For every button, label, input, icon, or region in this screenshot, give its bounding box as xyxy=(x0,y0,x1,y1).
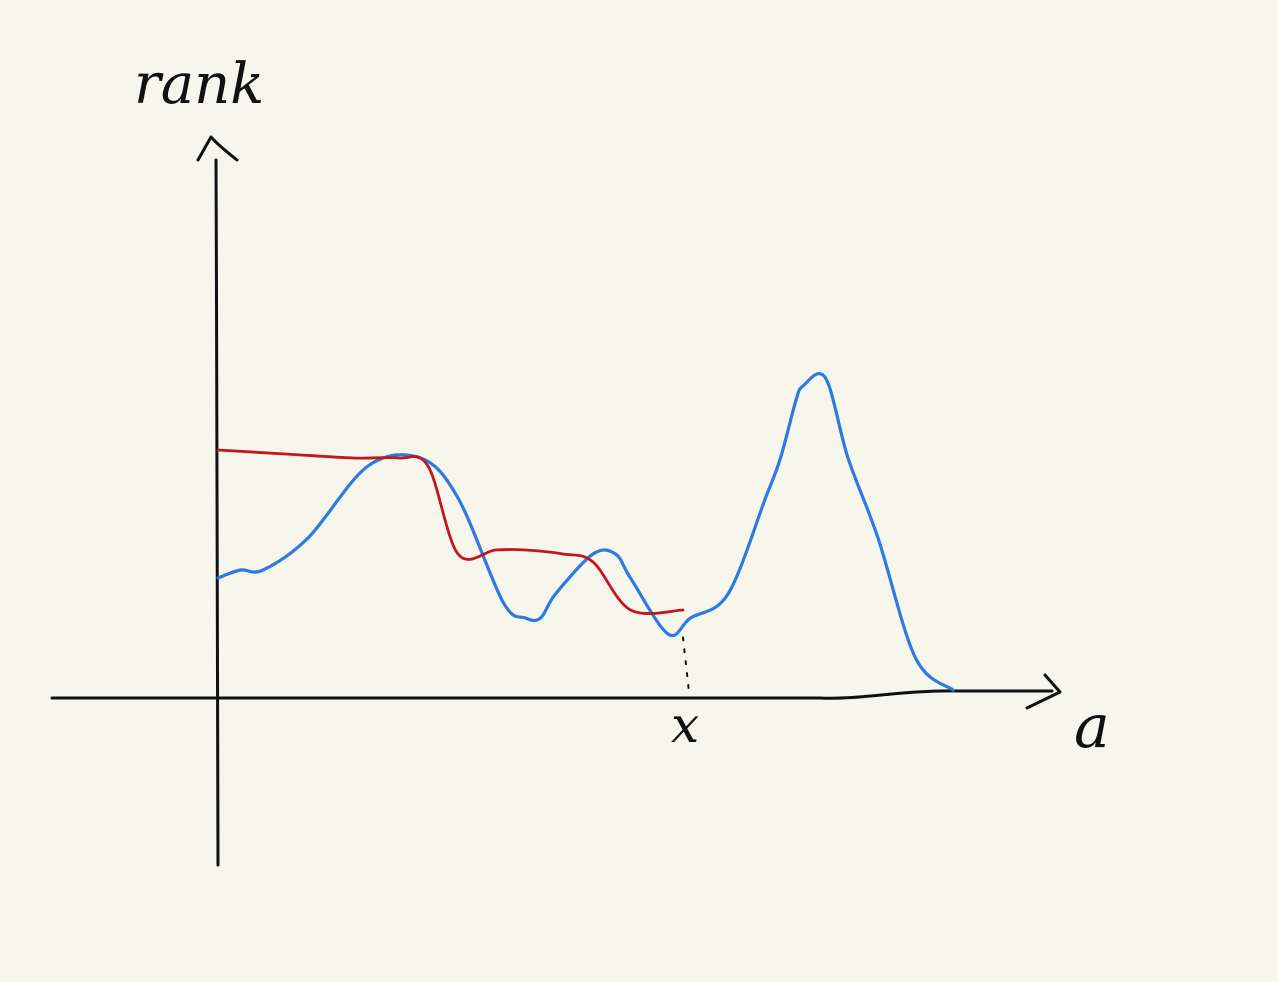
x-marker-dotted-line xyxy=(682,636,690,693)
x-marker-label: x xyxy=(671,696,699,754)
x-axis xyxy=(50,689,1054,700)
series-0 xyxy=(216,372,955,692)
y-axis xyxy=(214,158,220,867)
series-0-line xyxy=(216,372,955,692)
series-1-line xyxy=(216,448,685,615)
x-axis-label: a xyxy=(1074,692,1110,762)
y-axis-arrowhead xyxy=(196,135,239,162)
y-axis-label: rank xyxy=(134,52,264,117)
series-1 xyxy=(216,448,685,615)
x-axis-arrowhead xyxy=(1025,673,1062,710)
series-layer xyxy=(216,372,955,692)
